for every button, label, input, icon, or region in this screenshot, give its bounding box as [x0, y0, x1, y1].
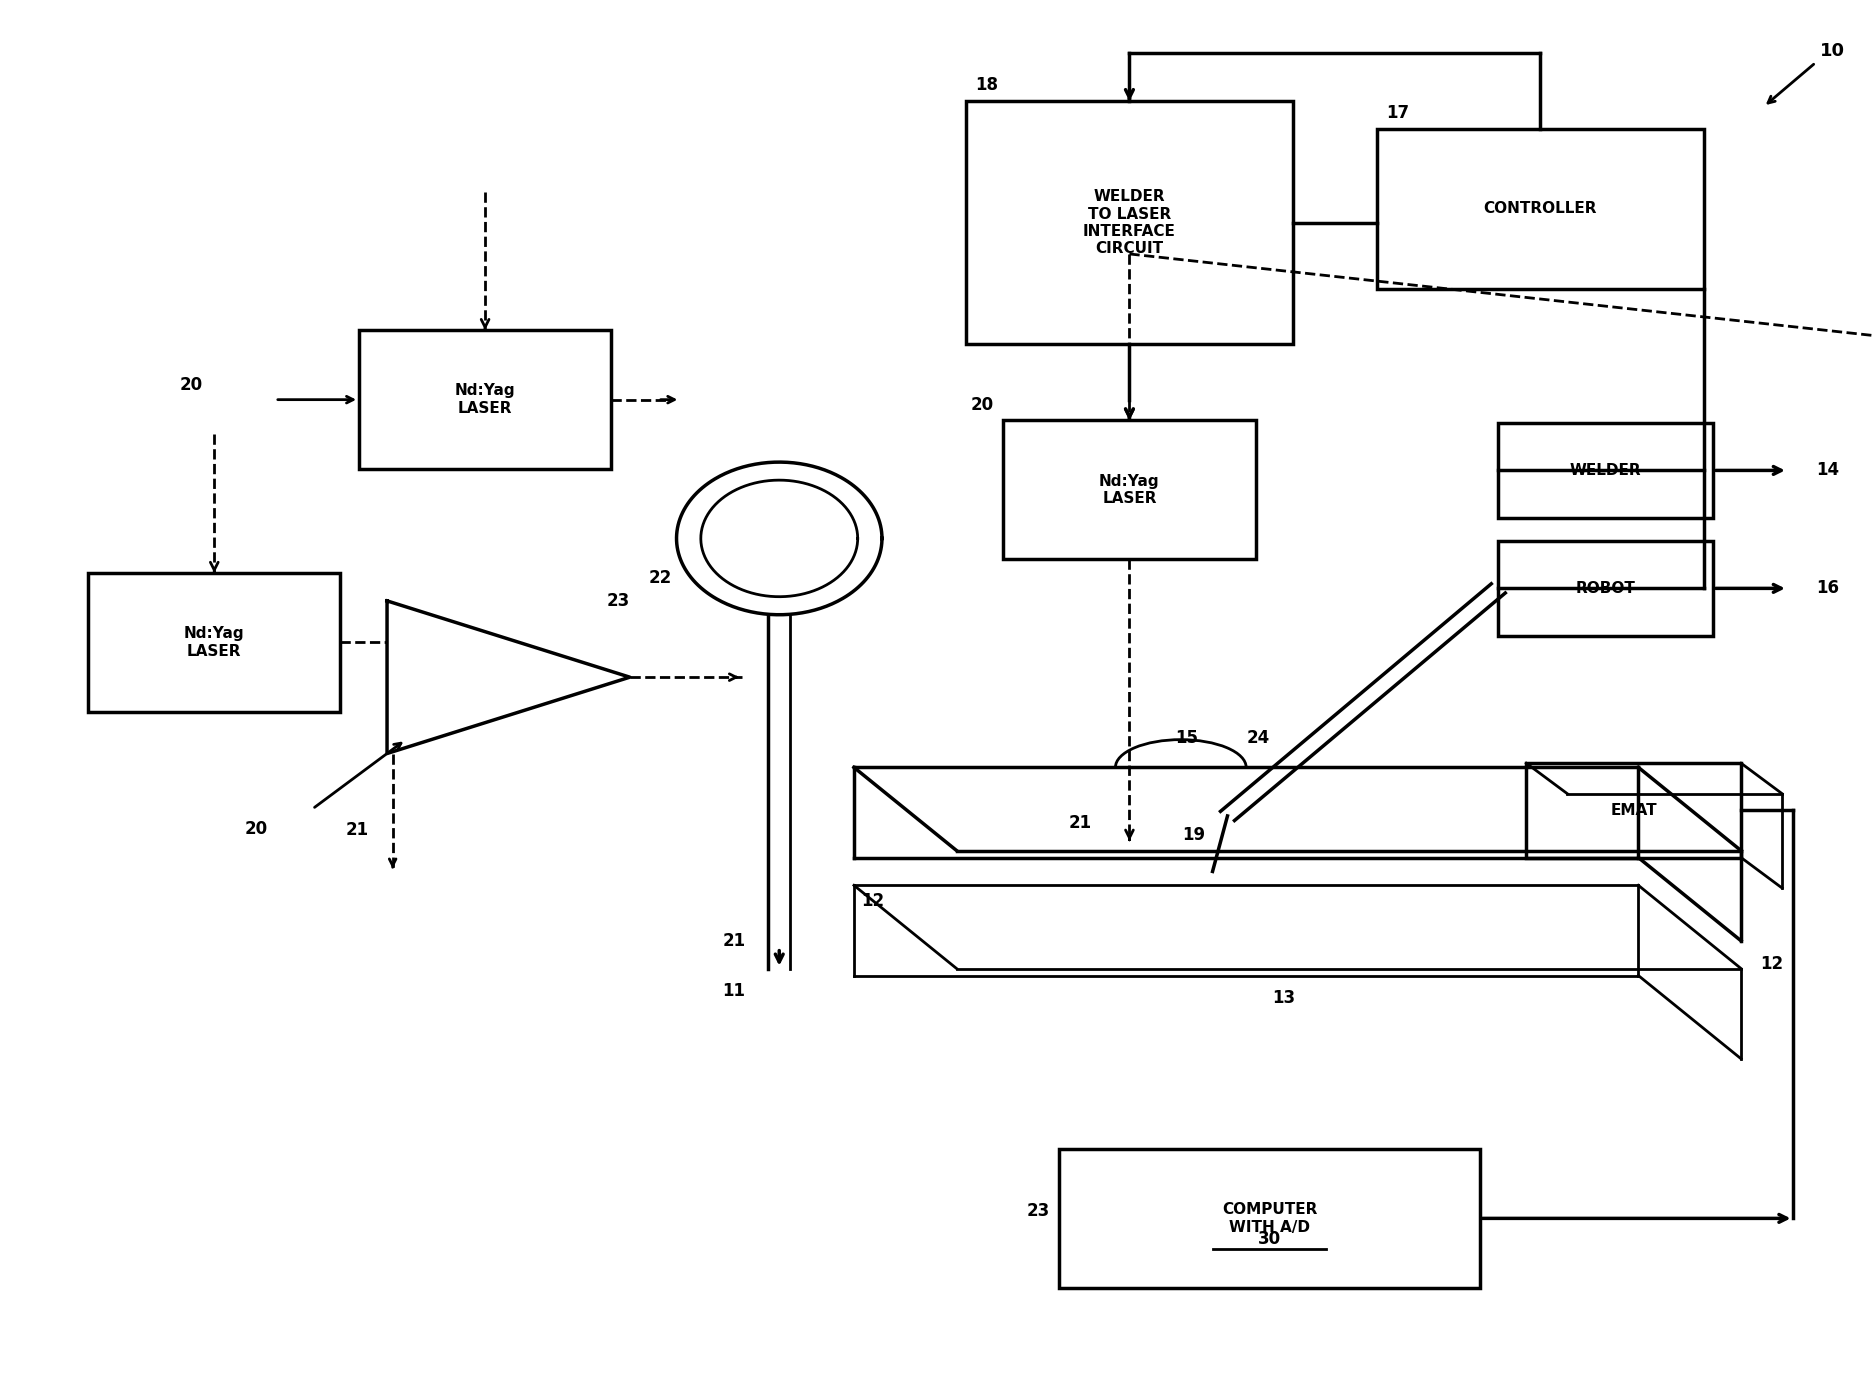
Text: 17: 17	[1386, 105, 1409, 121]
Text: 24: 24	[1246, 729, 1270, 747]
Text: WELDER
TO LASER
INTERFACE
CIRCUIT: WELDER TO LASER INTERFACE CIRCUIT	[1082, 188, 1176, 257]
Text: CONTROLLER: CONTROLLER	[1484, 201, 1596, 216]
Text: Nd:Yag
LASER: Nd:Yag LASER	[454, 384, 516, 416]
Text: 13: 13	[1272, 990, 1294, 1008]
Bar	[1377, 128, 1703, 289]
Text: 20: 20	[972, 395, 994, 413]
Text: 21: 21	[722, 933, 745, 949]
Text: 20: 20	[244, 819, 268, 838]
Text: 12: 12	[1760, 955, 1782, 973]
Text: 22: 22	[649, 570, 672, 586]
Text: Nd:Yag
LASER: Nd:Yag LASER	[1099, 473, 1159, 507]
Text: Nd:Yag
LASER: Nd:Yag LASER	[184, 627, 244, 659]
Text: WELDER: WELDER	[1570, 463, 1642, 477]
Text: 12: 12	[861, 892, 884, 910]
Bar	[358, 331, 612, 469]
Text: 19: 19	[1182, 825, 1206, 843]
Text: 15: 15	[1174, 729, 1199, 747]
Bar	[1527, 764, 1741, 857]
Text: 23: 23	[1026, 1202, 1051, 1220]
Text: 30: 30	[1259, 1230, 1281, 1248]
Text: 10: 10	[1820, 42, 1844, 60]
Bar	[966, 102, 1293, 345]
Bar	[1499, 423, 1713, 518]
Text: 20: 20	[180, 376, 203, 394]
Text: 11: 11	[722, 983, 745, 1001]
Text: 21: 21	[345, 821, 368, 839]
Text: 16: 16	[1816, 579, 1838, 597]
Text: 21: 21	[1069, 814, 1092, 832]
Text: COMPUTER
WITH A/D: COMPUTER WITH A/D	[1221, 1202, 1317, 1234]
Bar	[1004, 420, 1255, 560]
Bar	[1499, 542, 1713, 635]
Text: 23: 23	[606, 592, 630, 610]
Text: ROBOT: ROBOT	[1576, 581, 1636, 596]
Text: 14: 14	[1816, 462, 1838, 479]
Text: 18: 18	[976, 77, 998, 95]
Text: EMAT: EMAT	[1610, 803, 1657, 818]
Bar	[88, 574, 340, 712]
Bar	[1060, 1149, 1480, 1287]
